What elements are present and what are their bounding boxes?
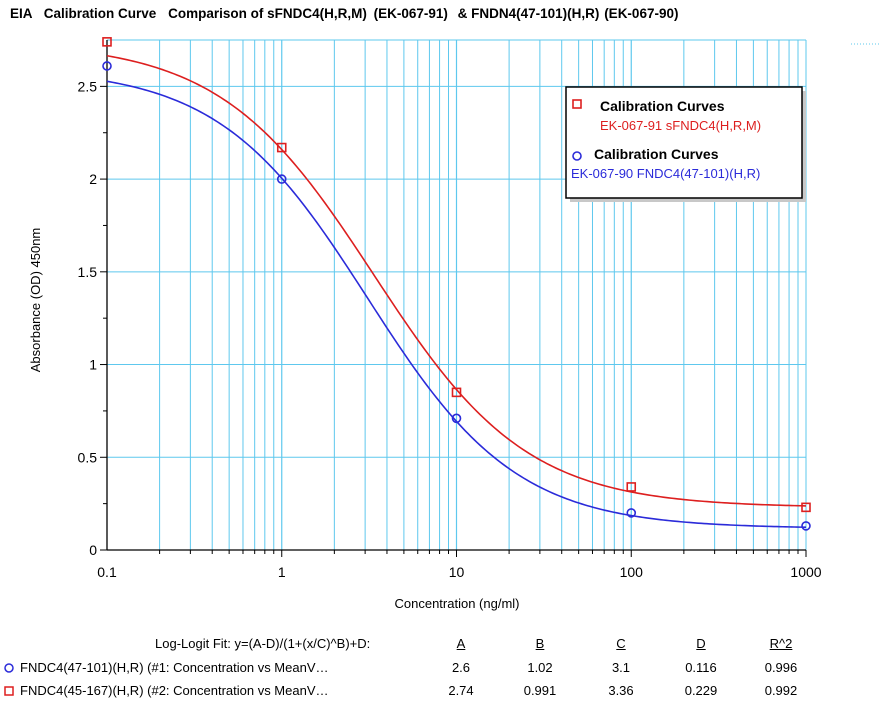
data-point-ek-067-90	[102, 61, 112, 71]
data-point-ek-067-90	[626, 508, 637, 518]
data-point-ek-067-90	[451, 413, 462, 424]
x-tick-label: 1000	[790, 564, 821, 580]
col-header-a: A	[456, 636, 466, 651]
row-2-c: 3.36	[608, 683, 634, 698]
chart-title: EIA Calibration Curve Comparison of sFND…	[10, 6, 678, 21]
data-point-ek-067-91	[276, 142, 287, 153]
title-part-fndn4: & FNDN4(47-101)(H,R)	[458, 6, 600, 21]
data-point-ek-067-91	[102, 37, 112, 47]
legend-box	[565, 86, 803, 199]
row-1-c: 3.1	[611, 660, 631, 675]
x-tick-label: 0.1	[97, 564, 117, 580]
row-1-a: 2.6	[451, 660, 471, 675]
y-tick-label: 2.5	[78, 78, 98, 94]
legend-item-1-title: Calibration Curves	[600, 98, 725, 114]
x-tick-label: 1	[278, 564, 286, 580]
col-header-c: C	[616, 636, 626, 651]
col-header-b: B	[535, 636, 545, 651]
y-axis-label: Absorbance (OD) 450nm	[28, 228, 43, 373]
legend-item-2-subtitle: EK-067-90 FNDC4(47-101)(H,R)	[571, 166, 760, 181]
y-tick-label: 1	[89, 357, 97, 373]
x-tick-label: 100	[620, 564, 644, 580]
row-1-label: FNDC4(47-101)(H,R) (#1: Concentration vs…	[20, 660, 329, 675]
fit-row-1: FNDC4(47-101)(H,R) (#1: Concentration vs…	[0, 660, 881, 678]
col-header-r2: R^2	[769, 636, 793, 651]
data-point-ek-067-91	[626, 482, 637, 492]
y-tick-label: 2	[89, 171, 97, 187]
row-1-d: 0.116	[685, 660, 717, 675]
data-point-ek-067-90	[276, 174, 287, 184]
row-2-a: 2.74	[448, 683, 474, 698]
fit-equation-header: Log-Logit Fit: y=(A-D)/(1+(x/C)^B)+D:	[155, 636, 371, 651]
axes	[100, 40, 807, 557]
fit-header-row: Log-Logit Fit: y=(A-D)/(1+(x/C)^B)+D: A …	[0, 636, 881, 654]
row-2-square-marker	[4, 686, 14, 696]
row-1-r2: 0.996	[764, 660, 798, 675]
fit-curves	[106, 54, 807, 529]
legend-item-2-title: Calibration Curves	[594, 146, 719, 162]
y-tick-label: 0.5	[78, 449, 98, 465]
y-tick-label: 1.5	[78, 264, 98, 280]
row-2-d: 0.229	[684, 683, 718, 698]
row-1-circle-marker	[4, 663, 14, 673]
data-point-ek-067-91	[451, 387, 462, 398]
y-tick-label: 0	[89, 542, 97, 558]
legend-circle-marker	[572, 151, 582, 161]
title-part-ek91: (EK-067-91)	[374, 6, 448, 21]
data-point-ek-067-91	[801, 502, 811, 513]
row-1-b: 1.02	[527, 660, 553, 675]
title-part-comparison: Comparison of sFNDC4(H,R,M)	[168, 6, 367, 21]
fit-curve-ek-067-90	[106, 80, 807, 529]
row-2-b: 0.991	[523, 683, 557, 698]
tick-labels: 0 0.5 1 1.5 2 2.5 0.1 1 10 100 1000	[78, 78, 822, 580]
x-tick-label: 10	[449, 564, 465, 580]
legend: Calibration Curves EK-067-91 sFNDC4(H,R,…	[565, 86, 806, 202]
col-header-d: D	[696, 636, 706, 651]
data-points	[102, 37, 811, 531]
fit-curve-ek-067-91	[106, 54, 807, 507]
row-2-r2: 0.992	[764, 683, 798, 698]
title-part-curve: Calibration Curve	[44, 6, 157, 21]
title-part-ek90: (EK-067-90)	[604, 6, 678, 21]
legend-square-marker	[572, 99, 582, 109]
x-axis-label: Concentration (ng/ml)	[395, 596, 520, 611]
legend-item-1-subtitle: EK-067-91 sFNDC4(H,R,M)	[600, 118, 761, 133]
calibration-chart: EIA Calibration Curve Comparison of sFND…	[10, 6, 880, 611]
title-part-eia: EIA	[10, 6, 33, 21]
fit-row-2: FNDC4(45-167)(H,R) (#2: Concentration vs…	[0, 683, 881, 701]
row-2-label: FNDC4(45-167)(H,R) (#2: Concentration vs…	[20, 683, 329, 698]
data-point-ek-067-90	[801, 521, 811, 531]
